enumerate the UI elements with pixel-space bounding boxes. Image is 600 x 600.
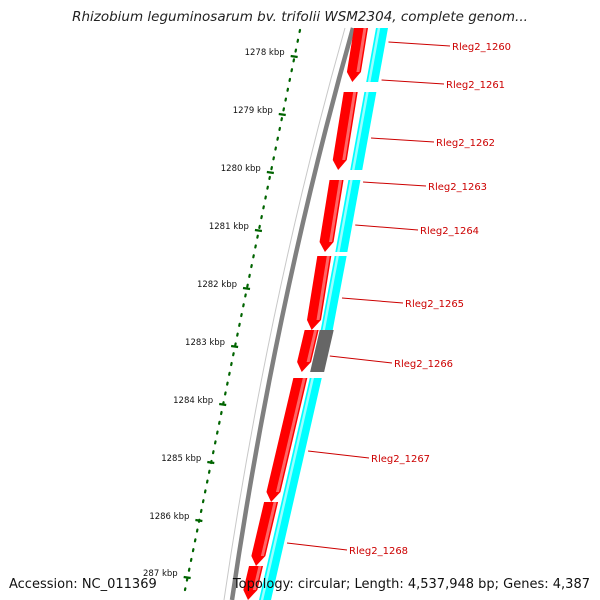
gene-feature[interactable] bbox=[310, 330, 334, 372]
cds-highlight[interactable] bbox=[316, 256, 330, 320]
gene-label[interactable]: Rleg2_1260 bbox=[452, 42, 511, 53]
genome-summary: Topology: circular; Length: 4,537,948 bp… bbox=[232, 577, 590, 592]
gene-label[interactable]: Rleg2_1267 bbox=[371, 454, 430, 465]
scale-tick-label: 1283 kbp bbox=[185, 338, 225, 348]
scale-tick bbox=[230, 344, 239, 349]
backbone bbox=[223, 27, 356, 600]
gene-label[interactable]: Rleg2_1263 bbox=[428, 182, 487, 193]
scale-tick bbox=[183, 575, 191, 580]
scale-tick-label: 1282 kbp bbox=[197, 280, 237, 290]
gene-highlight[interactable] bbox=[260, 566, 272, 600]
backbone-shadow-arc bbox=[223, 27, 346, 600]
gene-track bbox=[243, 28, 388, 600]
scale-tick bbox=[242, 286, 251, 291]
gene-leader-line bbox=[371, 137, 435, 143]
cds-highlight[interactable] bbox=[342, 92, 357, 160]
scale-tick-label: 287 kbp bbox=[143, 569, 178, 579]
scale-tick-label: 1281 kbp bbox=[209, 222, 249, 232]
gene-leader-line bbox=[286, 542, 348, 551]
scale-tick bbox=[254, 228, 263, 233]
cds-highlight[interactable] bbox=[252, 566, 262, 590]
scale-tick bbox=[195, 518, 203, 523]
accession-label: Accession: NC_011369 bbox=[9, 577, 157, 592]
scale-tick-label: 1284 kbp bbox=[173, 396, 213, 406]
scale-tick-label: 1286 kbp bbox=[149, 512, 189, 522]
gene-leader-line bbox=[355, 224, 419, 231]
cds-highlight[interactable] bbox=[275, 378, 306, 492]
cds-highlight[interactable] bbox=[356, 28, 367, 72]
gene-label[interactable]: Rleg2_1266 bbox=[394, 359, 453, 370]
gene-leader-line bbox=[381, 79, 445, 85]
scale-tick-label: 1285 kbp bbox=[161, 454, 201, 464]
cds-highlight[interactable] bbox=[306, 330, 318, 362]
scale-tick-label: 1278 kbp bbox=[245, 48, 285, 58]
gene-leader-line bbox=[308, 450, 370, 459]
scale-tick bbox=[266, 170, 274, 175]
scale-tick bbox=[207, 460, 215, 465]
gene-highlight[interactable] bbox=[337, 180, 353, 252]
gene-label[interactable]: Rleg2_1262 bbox=[436, 138, 495, 149]
gene-highlight[interactable] bbox=[283, 378, 314, 502]
gene-label[interactable]: Rleg2_1265 bbox=[405, 299, 464, 310]
gene-highlight[interactable] bbox=[268, 502, 286, 566]
gene-labels: Rleg2_1260 Rleg2_1261 Rleg2_1262 Rleg2_1263… bbox=[286, 41, 511, 557]
gene-leader-line bbox=[329, 355, 393, 364]
scale-tick-label: 1280 kbp bbox=[221, 164, 261, 174]
genome-title: Rhizobium leguminosarum bv. trifolii WSM… bbox=[72, 9, 528, 25]
backbone-arc bbox=[229, 27, 356, 600]
scale-tick bbox=[290, 54, 298, 59]
gene-leader-line bbox=[341, 297, 404, 304]
gene-highlight[interactable] bbox=[367, 28, 381, 82]
scale-ruler: 1278 kbp 1279 kbp 1280 kbp 1281 kbp 1282 kbp… bbox=[143, 28, 302, 592]
gene-highlight[interactable] bbox=[322, 256, 339, 330]
cds-highlight[interactable] bbox=[260, 502, 277, 556]
scale-tick bbox=[219, 402, 227, 407]
cds-highlight[interactable] bbox=[329, 180, 343, 242]
gene-label[interactable]: Rleg2_1268 bbox=[349, 546, 408, 557]
scale-tick bbox=[278, 112, 286, 117]
gene-leader-line bbox=[388, 41, 451, 47]
gene-label[interactable]: Rleg2_1264 bbox=[420, 226, 479, 237]
gene-label[interactable]: Rleg2_1261 bbox=[446, 80, 505, 91]
gene-leader-line bbox=[363, 181, 427, 187]
gene-highlight[interactable] bbox=[351, 92, 369, 170]
scale-tick-label: 1279 kbp bbox=[233, 106, 273, 116]
